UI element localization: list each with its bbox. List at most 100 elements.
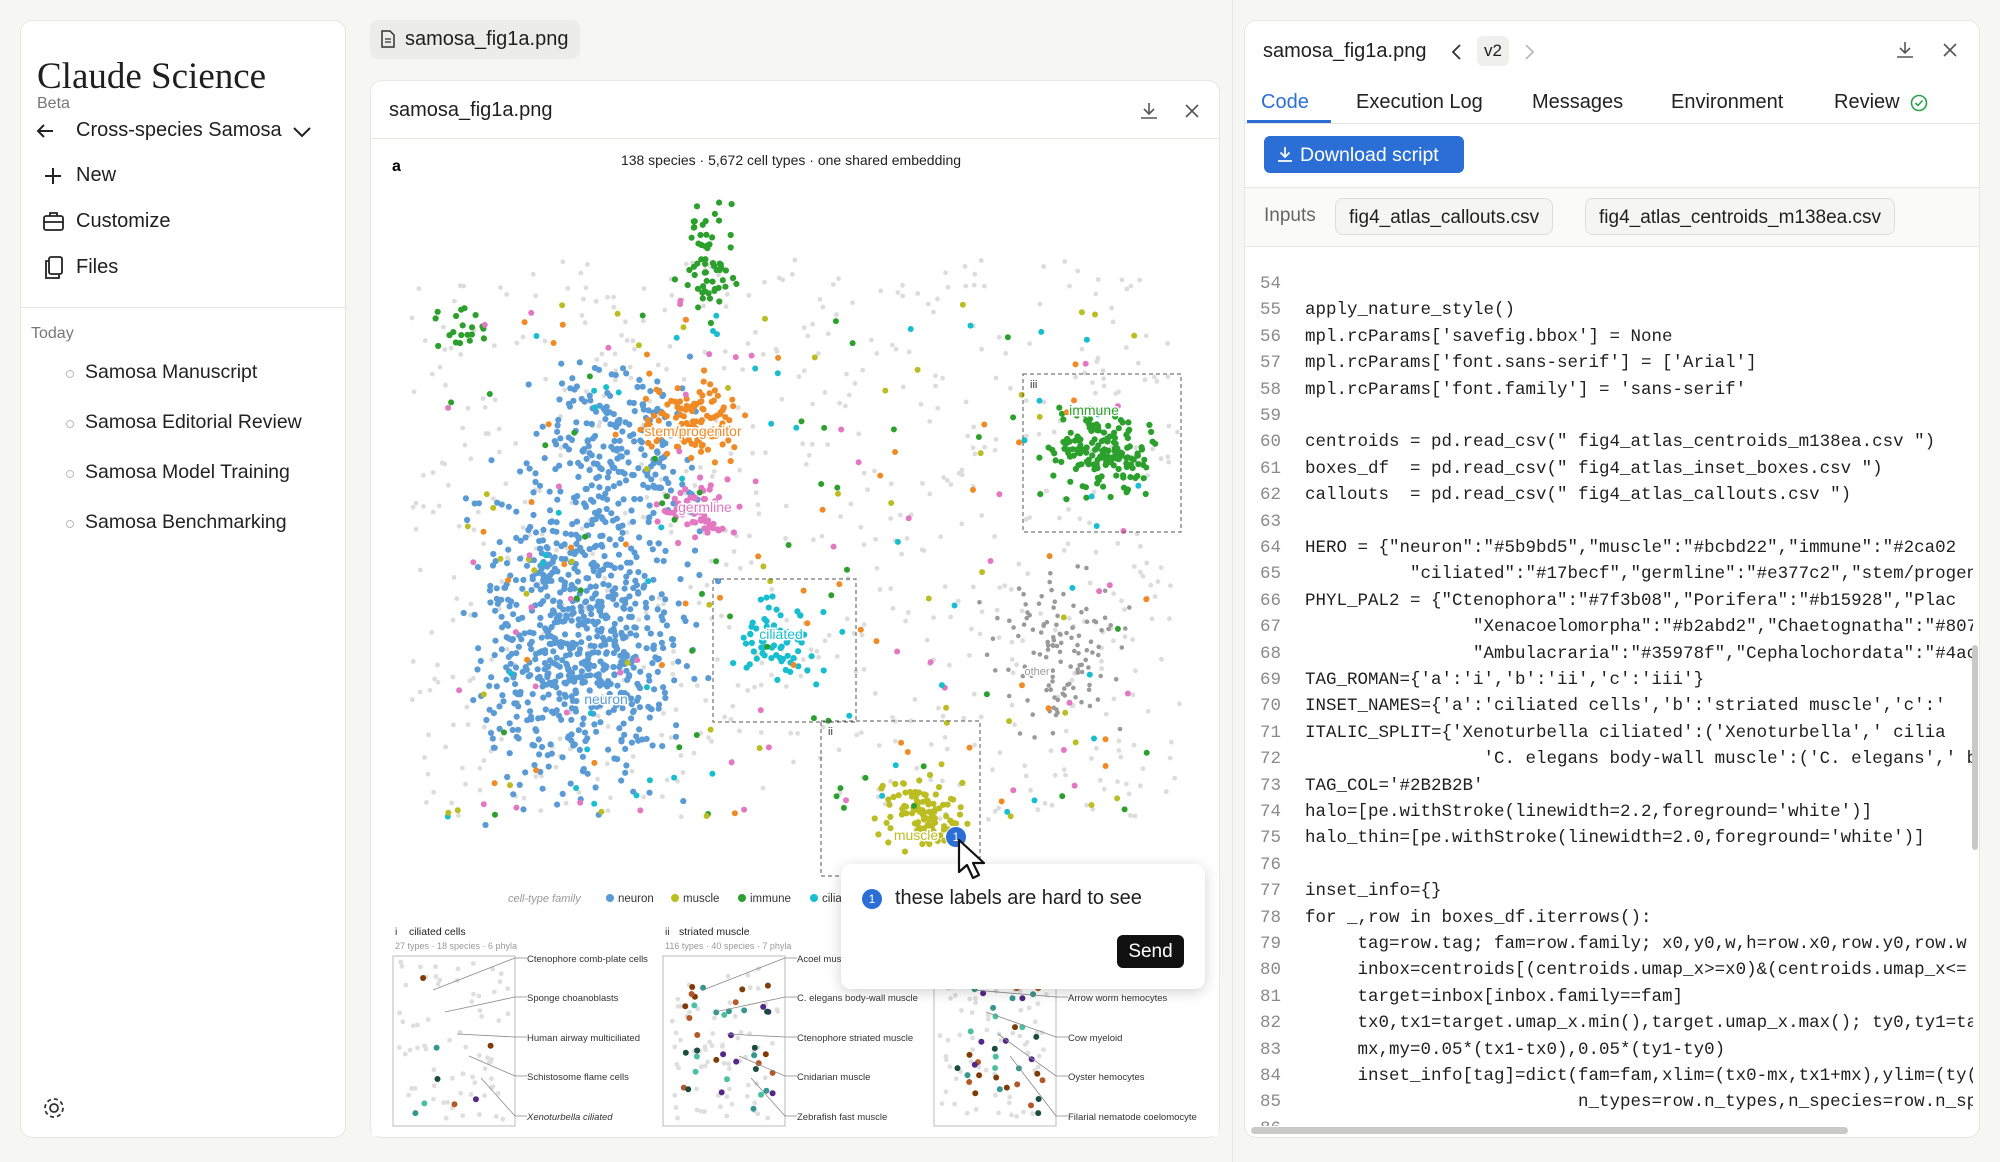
scatter-point — [1021, 437, 1028, 444]
scatter-point — [711, 459, 719, 466]
scatter-point — [654, 668, 661, 676]
code-line: 73 TAG_COL='#2B2B2B' — [1247, 773, 1484, 799]
inset-point — [463, 1044, 469, 1050]
download-icon[interactable] — [1139, 101, 1159, 121]
scatter-point — [811, 537, 816, 543]
scatter-point — [519, 614, 526, 621]
h-scrollbar[interactable] — [1251, 1127, 1848, 1134]
session[interactable]: Samosa Benchmarking — [85, 511, 287, 533]
settings-icon[interactable] — [41, 1095, 67, 1121]
inset-label: Xenoturbella ciliated — [526, 1112, 613, 1123]
scatter-point — [773, 606, 780, 613]
scatter-point — [816, 654, 821, 660]
scatter-point — [643, 604, 650, 611]
download-script-button[interactable]: Download script — [1264, 136, 1464, 173]
code-line: 59 — [1247, 403, 1305, 429]
inset-point — [993, 1092, 998, 1098]
scatter-point — [817, 755, 823, 761]
scatter-point — [943, 270, 948, 276]
scatter-point — [543, 376, 548, 382]
v-scrollbar[interactable] — [1972, 645, 1978, 850]
scatter-point — [749, 619, 756, 626]
scatter-point — [575, 459, 582, 466]
scatter-point — [545, 691, 552, 698]
input-chip[interactable]: fig4_atlas_callouts.csv — [1335, 198, 1554, 235]
scatter-point — [797, 612, 804, 619]
scatter-point — [877, 587, 883, 592]
download-icon[interactable] — [1895, 40, 1915, 60]
file-tab[interactable]: samosa_fig1a.png — [370, 20, 580, 59]
scatter-point — [1091, 489, 1097, 495]
scatter-point — [890, 606, 896, 611]
next-version[interactable] — [1522, 42, 1536, 62]
scatter-point — [464, 516, 471, 524]
nav-files[interactable]: Files — [76, 256, 119, 278]
scatter-point — [504, 622, 512, 629]
scatter-point — [576, 790, 582, 795]
scatter-point — [678, 682, 684, 688]
scatter-point — [430, 371, 435, 377]
tab-code[interactable]: Code — [1261, 91, 1309, 113]
scatter-point — [747, 533, 752, 539]
scatter-point — [972, 271, 978, 277]
prev-version[interactable] — [1450, 42, 1464, 62]
scatter-point — [599, 694, 606, 701]
scatter-point — [574, 493, 581, 500]
line-number: 58 — [1259, 379, 1281, 400]
tab-environment[interactable]: Environment — [1671, 91, 1784, 113]
inset-point — [398, 959, 403, 965]
scatter-point — [587, 642, 594, 649]
scatter-point — [581, 296, 586, 302]
project-name[interactable]: Cross-species Samosa — [76, 119, 282, 141]
scatter-point — [686, 353, 694, 360]
scatter-point — [677, 428, 684, 435]
scatter-point — [611, 437, 618, 445]
inset-point — [418, 964, 423, 970]
inset-point — [470, 961, 476, 966]
scatter-point — [535, 715, 542, 722]
scatter-point — [546, 679, 553, 686]
close-icon[interactable] — [1942, 42, 1958, 58]
session[interactable]: Samosa Model Training — [85, 461, 290, 483]
session[interactable]: Samosa Editorial Review — [85, 411, 302, 433]
version-chip[interactable]: v2 — [1477, 36, 1509, 66]
send-button[interactable]: Send — [1117, 935, 1184, 968]
scatter-point — [852, 381, 858, 386]
inset-point — [752, 1066, 759, 1072]
scatter-point — [598, 625, 605, 633]
scatter-point — [800, 441, 806, 447]
back-icon[interactable] — [33, 119, 57, 143]
input-chip[interactable]: fig4_atlas_centroids_m138ea.csv — [1585, 198, 1896, 235]
scatter-point — [784, 652, 791, 659]
scatter-point — [820, 304, 826, 310]
tab-review[interactable]: Review — [1834, 91, 1900, 113]
close-icon[interactable] — [1184, 103, 1200, 119]
sidebar: Claude Science Beta Cross-species Samosa… — [20, 20, 347, 1138]
scatter-point — [606, 536, 613, 543]
session[interactable]: Samosa Manuscript — [85, 361, 258, 383]
scatter-point — [1166, 423, 1172, 429]
scatter-point — [581, 446, 588, 453]
chevron[interactable] — [291, 121, 313, 143]
scatter-point — [731, 549, 737, 554]
tab-messages[interactable]: Messages — [1532, 91, 1624, 113]
line-number: 56 — [1259, 326, 1281, 347]
inset-point — [672, 1044, 678, 1050]
tab-execution-log[interactable]: Execution Log — [1356, 91, 1483, 113]
scatter-point — [524, 656, 531, 663]
scatter-point — [583, 285, 589, 291]
scatter-point — [493, 585, 500, 592]
scatter-point — [594, 679, 601, 687]
comment-text[interactable]: these labels are hard to see — [895, 887, 1142, 909]
nav-customize[interactable]: Customize — [76, 210, 171, 232]
scatter-point — [775, 354, 782, 361]
nav-new[interactable]: New — [76, 164, 117, 186]
scatter-point — [1064, 630, 1069, 636]
inset-point — [485, 1055, 490, 1061]
scatter-point — [591, 387, 598, 394]
scatter-point — [945, 284, 951, 290]
scatter-point — [508, 637, 516, 644]
inset-point — [445, 1099, 450, 1105]
scatter-point — [639, 383, 646, 390]
scatter-point — [698, 484, 705, 491]
